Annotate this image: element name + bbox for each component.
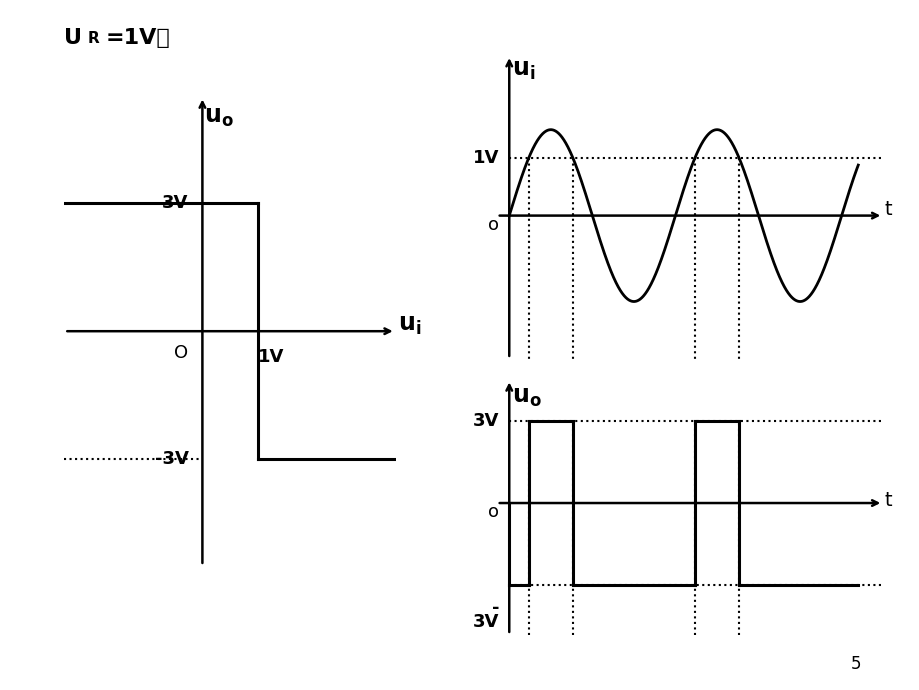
Text: o: o [488,215,499,234]
Text: $\mathbf{u_o}$: $\mathbf{u_o}$ [203,105,233,129]
Text: $\mathbf{u_o}$: $\mathbf{u_o}$ [511,385,541,409]
Text: o: o [488,503,499,521]
Text: 3V: 3V [162,195,188,213]
Text: O: O [175,344,188,362]
Text: 1V: 1V [472,149,499,167]
Text: $\mathbf{u_i}$: $\mathbf{u_i}$ [398,313,421,337]
Text: 1V: 1V [257,348,284,366]
Text: R: R [87,31,99,46]
Text: $\mathbf{u_i}$: $\mathbf{u_i}$ [511,58,535,82]
Text: -: - [492,599,499,617]
Text: -3V: -3V [154,450,188,468]
Text: U: U [64,28,83,48]
Text: 3V: 3V [472,613,499,631]
Text: t: t [884,491,891,510]
Text: t: t [884,200,891,219]
Text: 5: 5 [849,656,860,673]
Text: =1V时: =1V时 [106,28,170,48]
Text: 3V: 3V [472,412,499,430]
